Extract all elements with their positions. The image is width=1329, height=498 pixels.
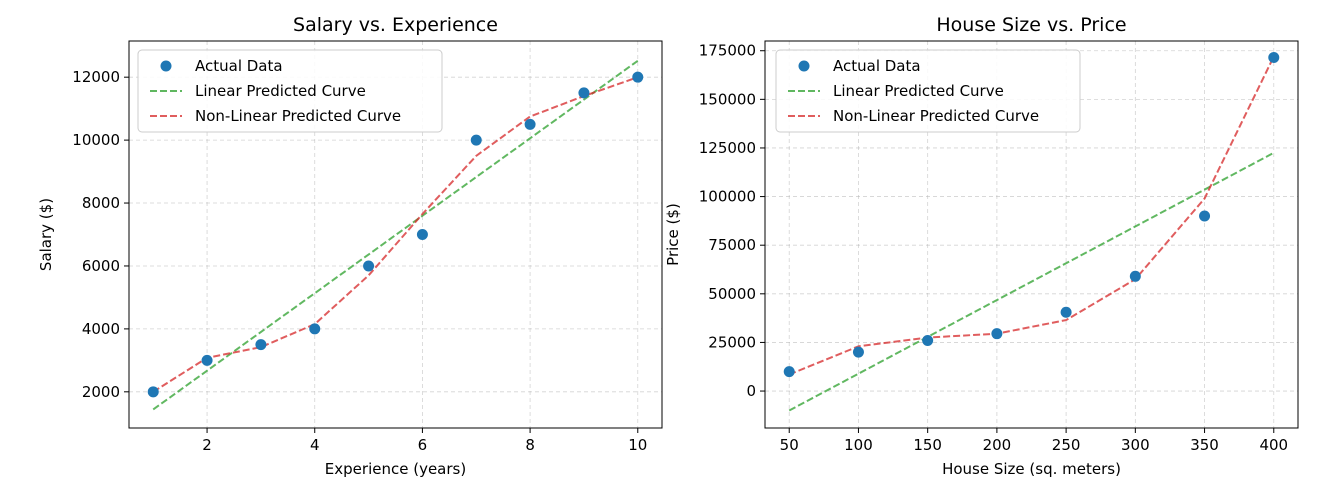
y-tick-label: 4000	[82, 320, 120, 338]
legend-box	[775, 49, 1081, 133]
x-tick-label: 100	[844, 436, 873, 454]
data-point	[309, 323, 321, 335]
legend: Actual Data Linear Predicted Curve Non-Lin…	[137, 49, 443, 133]
data-point	[1199, 210, 1211, 222]
data-point	[416, 229, 428, 240]
data-point	[1060, 306, 1072, 318]
data-point	[852, 346, 864, 358]
data-point	[578, 87, 590, 99]
x-tick-label: 150	[913, 436, 942, 454]
x-tick-label: 50	[780, 436, 799, 454]
y-tick-label: 175000	[699, 42, 756, 60]
axes-frame	[764, 40, 1299, 429]
series-line	[788, 56, 1275, 376]
data-point	[632, 71, 644, 83]
data-point	[991, 328, 1003, 340]
x-tick-label: 350	[1190, 436, 1219, 454]
y-tick-label: 50000	[708, 285, 756, 303]
data-point	[363, 260, 375, 272]
y-tick-label: 8000	[82, 194, 120, 212]
y-tick-label: 6000	[82, 257, 120, 275]
y-axis-label: Price ($)	[664, 203, 682, 266]
legend-marker	[160, 60, 172, 72]
legend-label: Non-Linear Predicted Curve	[833, 107, 1039, 125]
x-tick-label: 10	[628, 436, 647, 454]
y-tick-label: 25000	[708, 333, 756, 351]
legend-box	[137, 49, 443, 133]
x-tick-label: 2	[202, 436, 212, 454]
data-point	[147, 386, 159, 398]
x-tick-label: 4	[310, 436, 320, 454]
y-tick-label: 12000	[72, 68, 120, 86]
x-axis-label: Experience (years)	[325, 460, 466, 478]
x-tick-label: 200	[983, 436, 1012, 454]
data-point	[1129, 270, 1141, 282]
data-point	[201, 354, 213, 366]
chart-2: 50 100 150 200 250 300 350 400 0 25000 50000 75000 1…	[664, 14, 1299, 478]
legend-label: Actual Data	[195, 57, 283, 75]
data-point	[783, 366, 795, 378]
data-point	[922, 334, 934, 346]
chart-title: Salary vs. Experience	[293, 14, 498, 36]
y-tick-label: 2000	[82, 383, 120, 401]
grid	[129, 41, 662, 428]
series-line	[788, 151, 1275, 412]
y-tick-label: 75000	[708, 236, 756, 254]
x-tick-label: 400	[1259, 436, 1288, 454]
legend-marker	[798, 60, 810, 72]
data-point	[255, 339, 267, 351]
y-tick-label: 125000	[699, 139, 756, 157]
y-tick-label: 0	[746, 382, 756, 400]
y-tick-label: 10000	[72, 131, 120, 149]
x-tick-label: 250	[1052, 436, 1081, 454]
data-point	[524, 118, 536, 130]
chart-1: 2 4 6 8 10 2000 4000 6000 8000 10000 12000 Salary v…	[37, 14, 663, 478]
legend-label: Non-Linear Predicted Curve	[195, 107, 401, 125]
legend-label: Linear Predicted Curve	[195, 82, 366, 100]
legend-label: Linear Predicted Curve	[833, 82, 1004, 100]
legend-label: Actual Data	[833, 57, 921, 75]
y-axis-label: Salary ($)	[37, 198, 55, 271]
x-tick-label: 300	[1121, 436, 1150, 454]
legend: Actual Data Linear Predicted Curve Non-Lin…	[775, 49, 1081, 133]
data-point	[470, 134, 482, 146]
x-tick-label: 8	[525, 436, 535, 454]
data-point	[1268, 52, 1280, 64]
x-axis-label: House Size (sq. meters)	[942, 460, 1121, 478]
x-tick-label: 6	[418, 436, 428, 454]
series-line	[152, 76, 639, 393]
y-tick-label: 150000	[699, 90, 756, 108]
chart-title: House Size vs. Price	[936, 14, 1126, 36]
y-tick-label: 100000	[699, 188, 756, 206]
axes-frame	[128, 40, 663, 429]
